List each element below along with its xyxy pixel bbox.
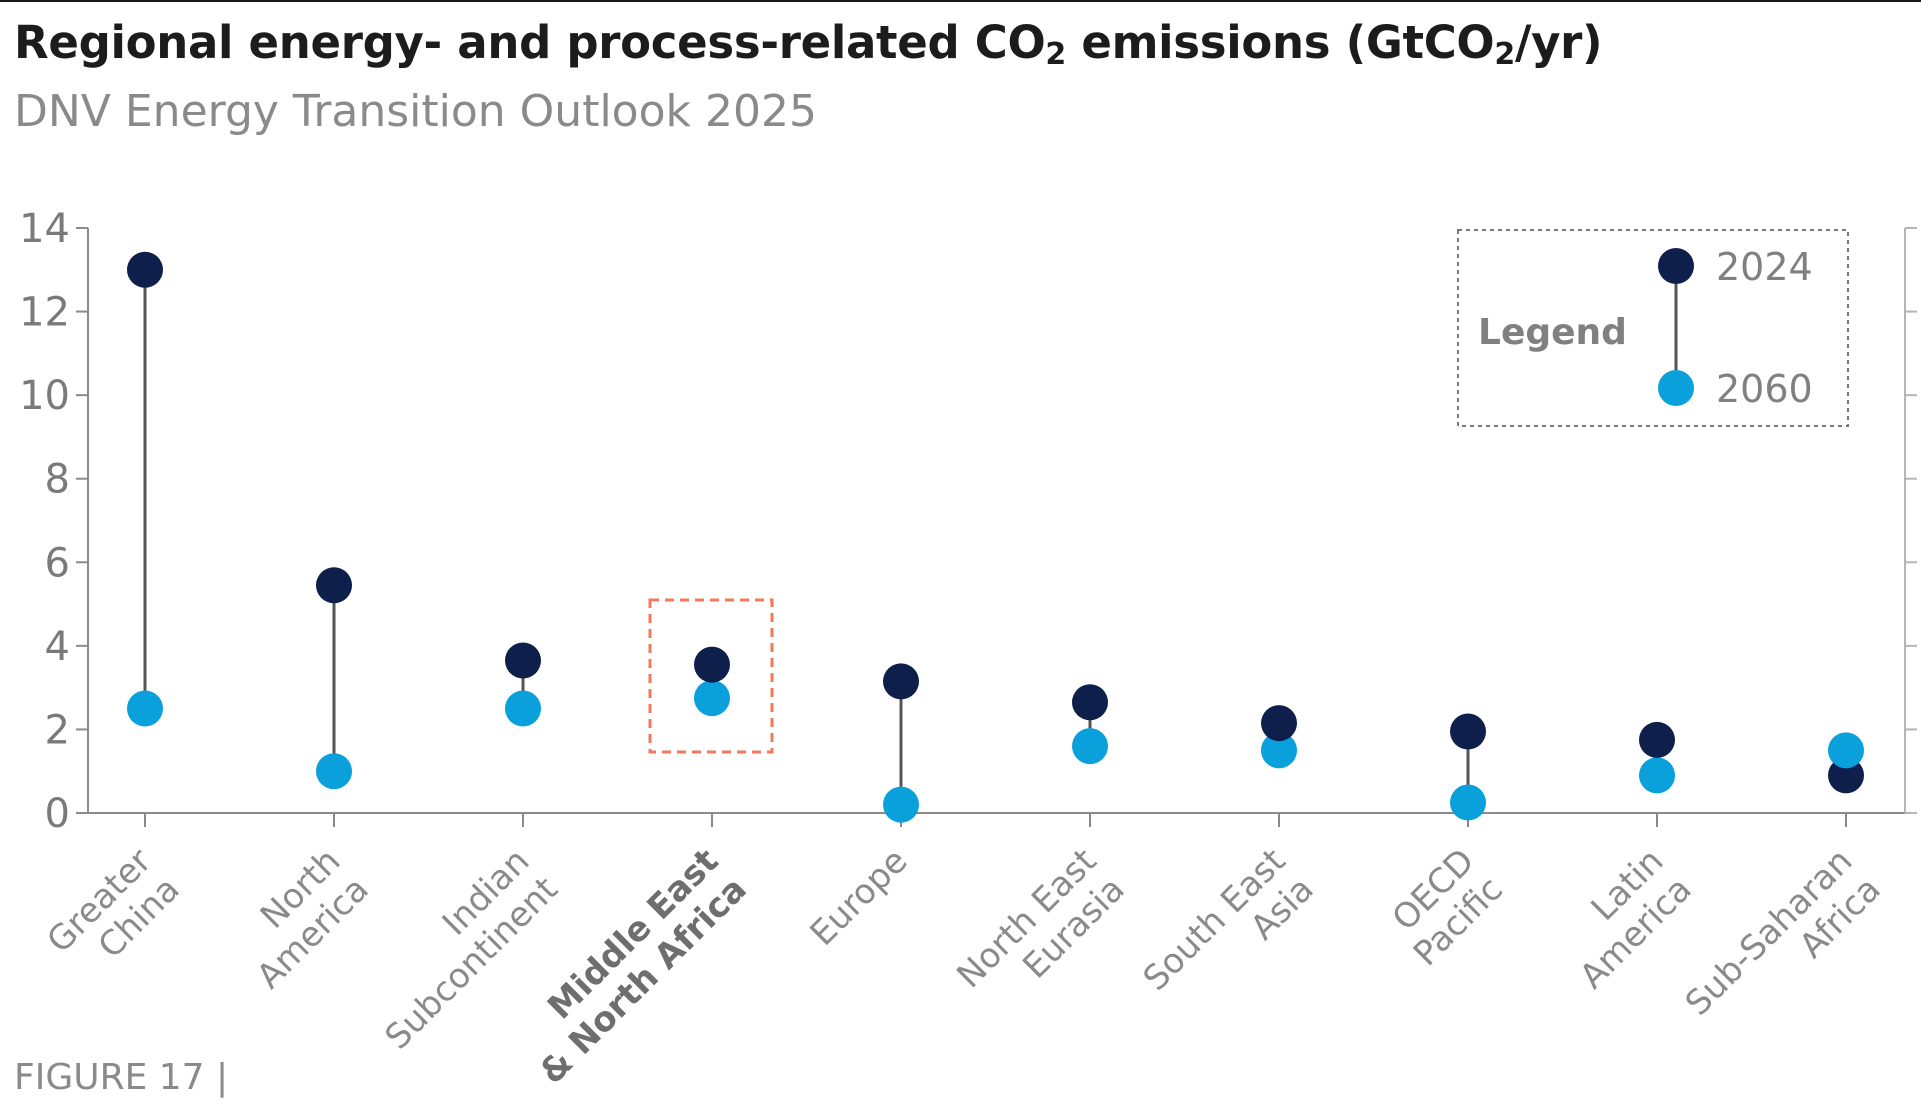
category-label: Europe	[803, 841, 916, 954]
axes: 0 2 4 6 8 10 12 14	[19, 206, 1917, 837]
point-2024	[1450, 713, 1486, 750]
point-2060	[316, 753, 352, 790]
point-2060	[1450, 784, 1486, 821]
data-marks	[127, 251, 1864, 823]
point-2024	[1072, 684, 1108, 721]
point-2060	[505, 690, 541, 727]
y-tick-label: 4	[45, 624, 70, 670]
y-tick-label: 12	[19, 290, 70, 336]
legend-box	[1457, 229, 1849, 427]
y-tick-label: 14	[19, 206, 70, 252]
legend-marker-2060	[1658, 370, 1694, 406]
point-2060	[1072, 728, 1108, 765]
chart-subtitle: DNV Energy Transition Outlook 2025	[14, 86, 817, 137]
point-2024	[883, 663, 919, 700]
point-2060	[1261, 732, 1297, 769]
chart-title: Regional energy- and process-related CO2…	[14, 16, 1603, 72]
legend: Legend 2024 2060	[1457, 229, 1849, 427]
highlight-rect	[648, 598, 774, 754]
point-2024	[505, 642, 541, 679]
y-tick-label: 6	[45, 540, 70, 586]
y-tick-label: 10	[19, 373, 70, 419]
legend-label-2060: 2060	[1716, 367, 1813, 411]
point-2060	[1639, 757, 1675, 794]
legend-title: Legend	[1478, 312, 1627, 353]
y-tick-label: 0	[45, 791, 70, 837]
point-2060	[1828, 732, 1864, 769]
highlight-box	[648, 598, 774, 754]
figure-label: FIGURE 17 |	[14, 1057, 229, 1098]
top-rule	[0, 0, 1921, 2]
legend-marker-2024	[1658, 248, 1694, 284]
point-2024	[316, 567, 352, 604]
y-tick-label: 8	[45, 457, 70, 503]
point-2060	[883, 786, 919, 823]
y-tick-label: 2	[45, 707, 70, 753]
point-2024	[694, 646, 730, 683]
point-2024	[1261, 705, 1297, 742]
point-2060	[127, 690, 163, 727]
category-label-line: Europe	[803, 841, 916, 954]
point-2060	[694, 680, 730, 717]
point-2024	[1828, 757, 1864, 794]
legend-label-2024: 2024	[1716, 245, 1813, 289]
point-2024	[127, 251, 163, 288]
point-2024	[1639, 721, 1675, 758]
